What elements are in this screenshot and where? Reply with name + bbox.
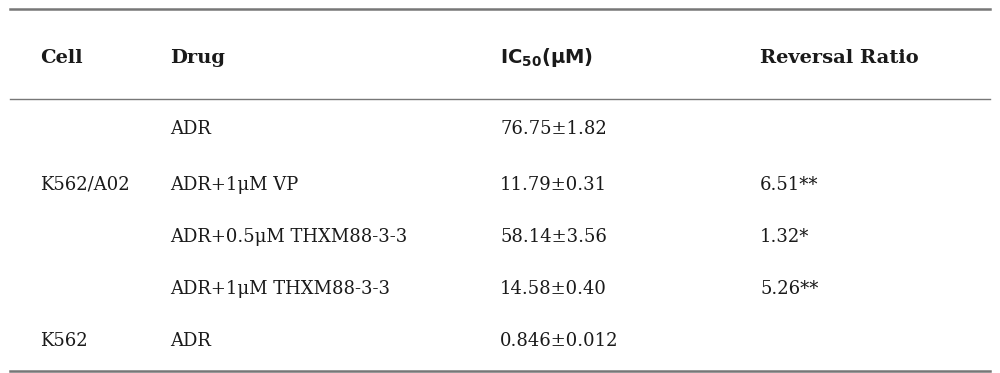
Text: 1.32*: 1.32* (760, 228, 809, 246)
Text: 0.846±0.012: 0.846±0.012 (500, 332, 618, 350)
Text: 5.26**: 5.26** (760, 280, 818, 298)
Text: 14.58±0.40: 14.58±0.40 (500, 280, 607, 298)
Text: $\mathbf{IC_{50}}$$\mathbf{(\mu M)}$: $\mathbf{IC_{50}}$$\mathbf{(\mu M)}$ (500, 46, 593, 69)
Text: 11.79±0.31: 11.79±0.31 (500, 176, 607, 194)
Text: K562: K562 (40, 332, 88, 350)
Text: ADR: ADR (170, 332, 211, 350)
Text: ADR+1μM VP: ADR+1μM VP (170, 176, 298, 194)
Text: ADR+0.5μM THXM88-3-3: ADR+0.5μM THXM88-3-3 (170, 228, 407, 246)
Text: Reversal Ratio: Reversal Ratio (760, 49, 919, 67)
Text: Cell: Cell (40, 49, 83, 67)
Text: ADR+1μM THXM88-3-3: ADR+1μM THXM88-3-3 (170, 280, 390, 298)
Text: 6.51**: 6.51** (760, 176, 818, 194)
Text: 58.14±3.56: 58.14±3.56 (500, 228, 607, 246)
Text: Drug: Drug (170, 49, 225, 67)
Text: ADR: ADR (170, 120, 211, 138)
Text: 76.75±1.82: 76.75±1.82 (500, 120, 607, 138)
Text: K562/A02: K562/A02 (40, 176, 130, 194)
